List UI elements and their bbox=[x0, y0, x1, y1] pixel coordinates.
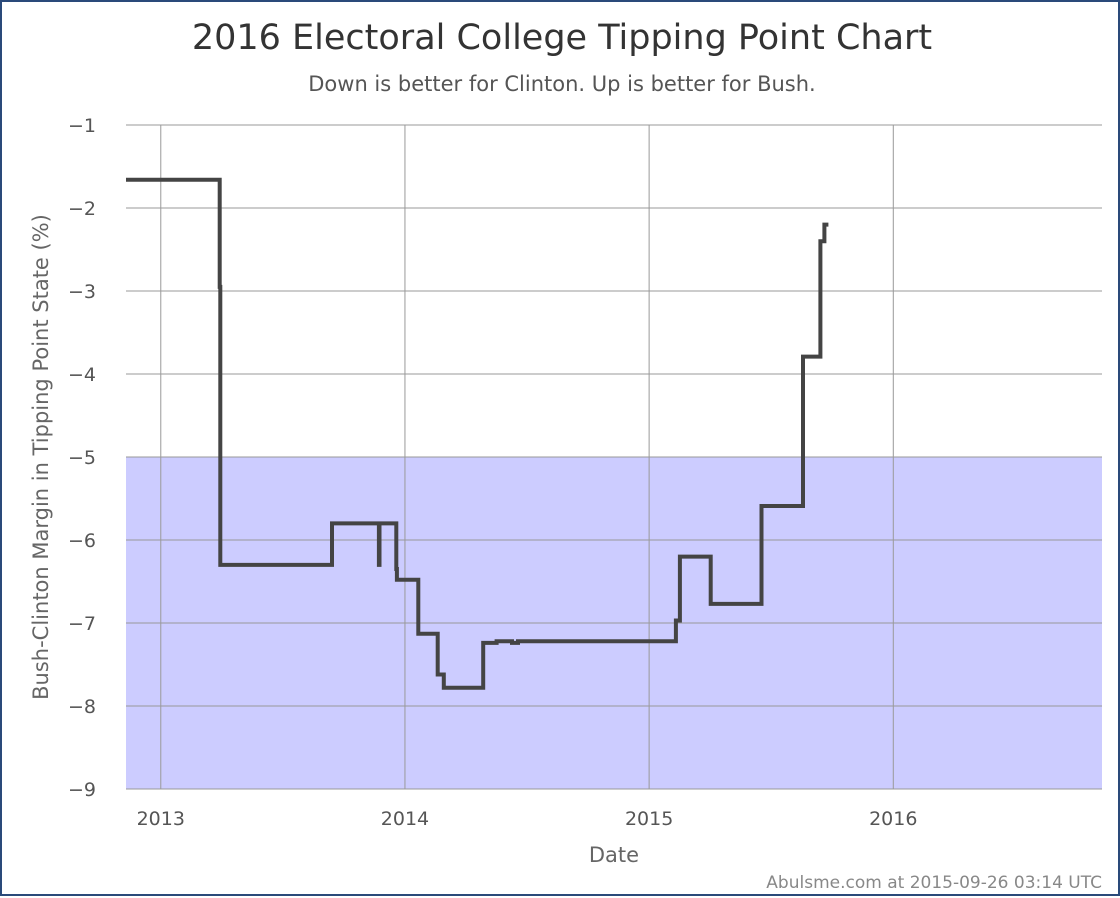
series-line bbox=[126, 177, 829, 690]
y-tick-label: −7 bbox=[68, 613, 96, 635]
y-tick-label: −5 bbox=[68, 447, 96, 469]
x-axis-ticks: 2013 2014 2015 2016 bbox=[137, 808, 918, 830]
chart-title: 2016 Electoral College Tipping Point Cha… bbox=[192, 18, 932, 58]
y-tick-label: −1 bbox=[68, 115, 96, 137]
x-tick-label: 2013 bbox=[137, 808, 185, 830]
x-tick-label: 2014 bbox=[381, 808, 429, 830]
y-tick-label: −2 bbox=[68, 198, 96, 220]
x-axis-label: Date bbox=[589, 843, 639, 867]
x-tick-label: 2016 bbox=[869, 808, 917, 830]
y-tick-label: −3 bbox=[68, 281, 96, 303]
y-axis-ticks: −1 −2 −3 −4 −5 −6 −7 −8 −9 bbox=[68, 115, 96, 801]
y-tick-label: −9 bbox=[68, 779, 96, 801]
y-tick-label: −8 bbox=[68, 696, 96, 718]
y-tick-label: −4 bbox=[68, 364, 96, 386]
y-tick-label: −6 bbox=[68, 530, 96, 552]
credit-text: Abulsme.com at 2015-09-26 03:14 UTC bbox=[766, 873, 1102, 893]
grid-lines bbox=[126, 124, 1102, 790]
x-tick-label: 2015 bbox=[625, 808, 673, 830]
y-axis-label: Bush-Clinton Margin in Tipping Point Sta… bbox=[29, 214, 53, 700]
chart-subtitle: Down is better for Clinton. Up is better… bbox=[308, 72, 815, 96]
